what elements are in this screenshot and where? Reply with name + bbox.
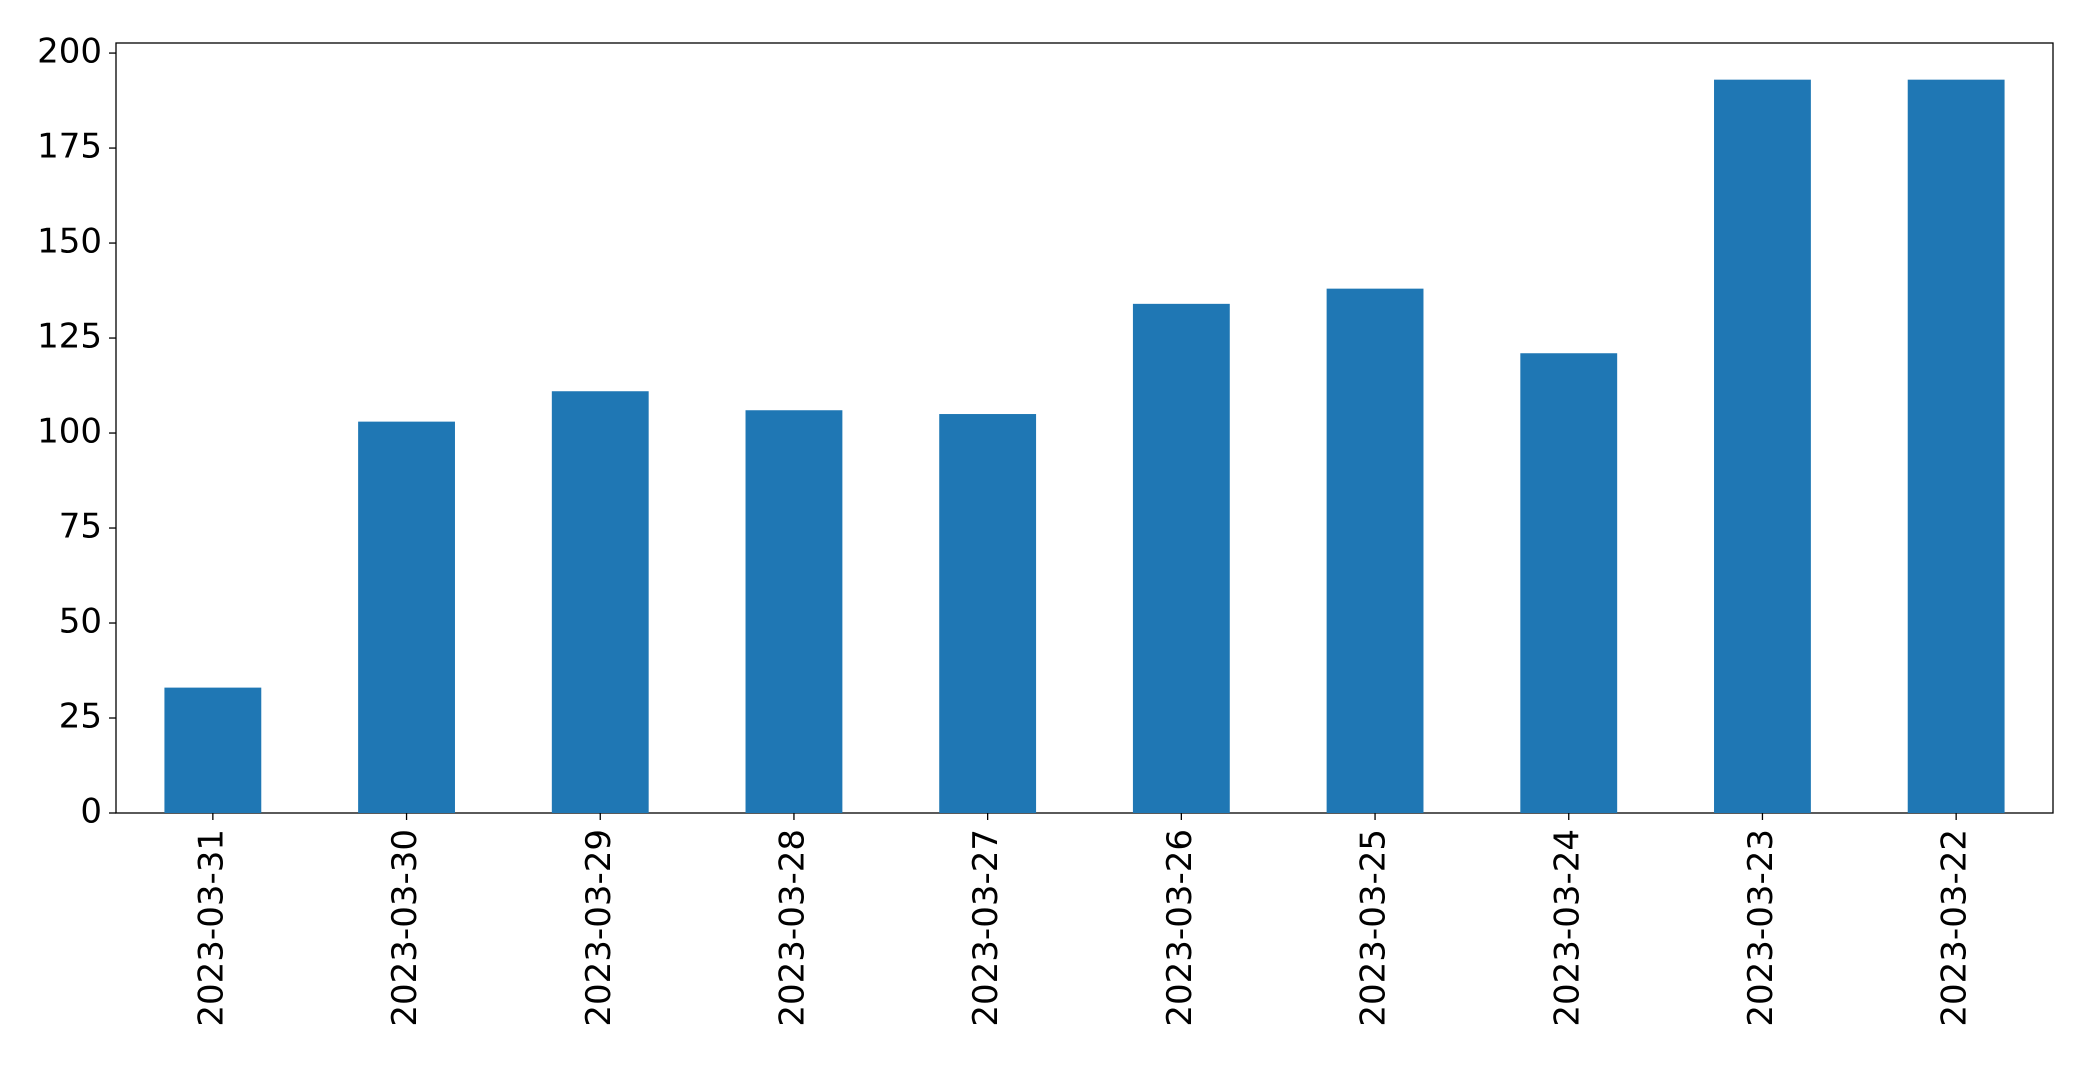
x-tick-label: 2023-03-26 [1160, 829, 1200, 1027]
bar [1520, 353, 1618, 813]
bar [1714, 79, 1811, 813]
x-tick-label: 2023-03-25 [1354, 829, 1394, 1027]
y-tick-label: 150 [37, 222, 102, 262]
bar [1907, 79, 2005, 813]
x-tick-label: 2023-03-28 [772, 829, 812, 1027]
y-tick-label: 75 [59, 507, 102, 547]
bar [358, 421, 455, 813]
y-tick-label: 25 [59, 697, 102, 737]
bar [551, 391, 649, 813]
x-tick-label: 2023-03-22 [1935, 829, 1975, 1027]
y-tick-label: 175 [37, 127, 102, 167]
y-tick-label: 50 [59, 602, 102, 642]
bar [164, 687, 262, 813]
y-tick-label: 0 [80, 792, 102, 832]
y-tick-label: 200 [37, 32, 102, 72]
x-tick-label: 2023-03-27 [966, 829, 1006, 1027]
bar [1326, 288, 1424, 813]
plot-frame [115, 42, 2054, 814]
bar [939, 414, 1037, 813]
y-tick-label: 100 [37, 412, 102, 452]
x-tick-label: 2023-03-30 [385, 829, 425, 1027]
x-tick-label: 2023-03-24 [1547, 829, 1587, 1027]
x-tick-label: 2023-03-29 [579, 829, 619, 1027]
bar [1132, 303, 1230, 813]
x-tick-label: 2023-03-31 [191, 829, 231, 1027]
bar [745, 410, 843, 813]
x-tick-label: 2023-03-23 [1741, 829, 1781, 1027]
y-tick-label: 125 [37, 317, 102, 357]
